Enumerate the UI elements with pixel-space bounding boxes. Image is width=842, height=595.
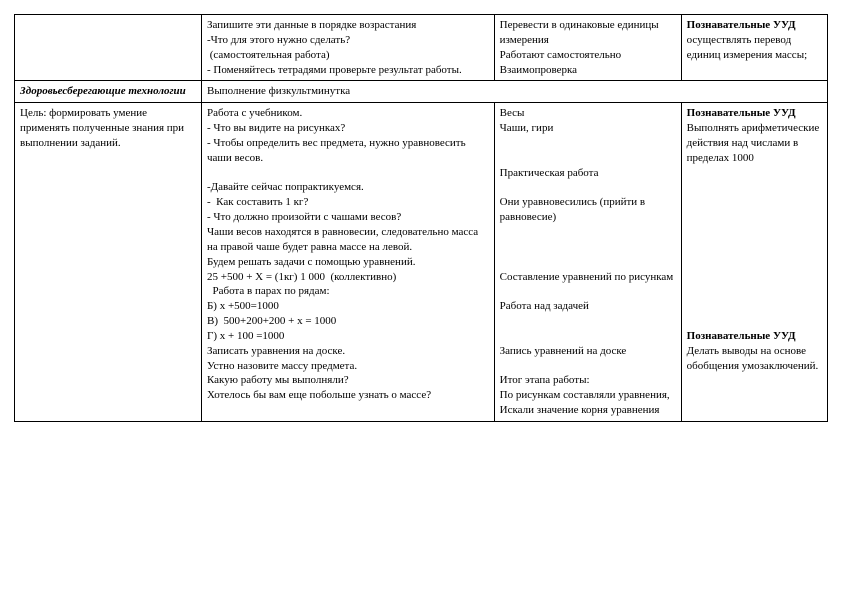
text-line: (самостоятельная работа) — [207, 48, 489, 63]
text-line: Работа в парах по рядам: — [207, 284, 489, 299]
text-line: Хотелось бы вам еще побольше узнать о ма… — [207, 388, 489, 403]
text-line: В) 500+200+200 + х = 1000 — [207, 314, 489, 329]
table-row: Здоровьесберегающие технологии Выполнение… — [15, 81, 828, 103]
table-cell: Цель: формировать умение применять получ… — [15, 103, 202, 422]
text-line — [687, 255, 822, 270]
text-line: Здоровьесберегающие технологии — [20, 84, 196, 99]
text-line — [500, 359, 676, 374]
table-row: Цель: формировать умение применять получ… — [15, 103, 828, 422]
text-line: Работа с учебником. — [207, 106, 489, 121]
text-line: -Что для этого нужно сделать? — [207, 33, 489, 48]
text-line: Взаимопроверка — [500, 63, 676, 78]
text-line: Они уравновесились (прийти в равновесие) — [500, 195, 676, 225]
text-line — [687, 284, 822, 299]
text-line: Делать выводы на основе обобщения умозак… — [687, 344, 822, 374]
text-line: Чаши, гири — [500, 121, 676, 136]
text-line: Цель: формировать умение применять получ… — [20, 106, 196, 151]
text-line: - Что должно произойти с чашами весов? — [207, 210, 489, 225]
table-row: Запишите эти данные в порядке возрастани… — [15, 15, 828, 81]
table-cell: Познавательные УУДВыполнять арифметическ… — [681, 103, 827, 422]
table-cell: Познавательные УУДосуществлять перевод е… — [681, 15, 827, 81]
text-line: Запишите эти данные в порядке возрастани… — [207, 18, 489, 33]
table-cell: Работа с учебником.- Что вы видите на ри… — [201, 103, 494, 422]
text-line: Выполнять арифметические действия над чи… — [687, 121, 822, 166]
text-line: - Что вы видите на рисунках? — [207, 121, 489, 136]
text-line: -Давайте сейчас попрактикуемся. — [207, 180, 489, 195]
text-line: Познавательные УУД — [687, 106, 822, 121]
text-line: осуществлять перевод единиц измерения ма… — [687, 33, 822, 63]
text-line: Познавательные УУД — [687, 329, 822, 344]
text-line: Выполнение физкультминутка — [207, 84, 822, 99]
text-line — [687, 166, 822, 181]
text-line: Запись уравнений на доске — [500, 344, 676, 359]
text-line — [500, 151, 676, 166]
text-line — [500, 136, 676, 151]
text-line — [500, 284, 676, 299]
text-line — [207, 166, 489, 181]
text-line — [687, 270, 822, 285]
text-line — [500, 225, 676, 240]
table-cell — [15, 15, 202, 81]
text-line — [500, 329, 676, 344]
text-line: Работают самостоятельно — [500, 48, 676, 63]
text-line — [687, 195, 822, 210]
table-cell: ВесыЧаши, гири Практическая работа Они у… — [494, 103, 681, 422]
text-line — [500, 180, 676, 195]
text-line — [500, 255, 676, 270]
table-cell: Перевести в одинаковые единицы измерения… — [494, 15, 681, 81]
text-line: Познавательные УУД — [687, 18, 822, 33]
text-line — [687, 210, 822, 225]
text-line: Искали значение корня уравнения — [500, 403, 676, 418]
text-line: Будем решать задачи с помощью уравнений. — [207, 255, 489, 270]
text-line: Б) х +500=1000 — [207, 299, 489, 314]
lesson-plan-table: Запишите эти данные в порядке возрастани… — [14, 14, 828, 422]
text-line: - Как составить 1 кг? — [207, 195, 489, 210]
text-line: Перевести в одинаковые единицы измерения — [500, 18, 676, 48]
text-line: Практическая работа — [500, 166, 676, 181]
text-line — [687, 314, 822, 329]
text-line: Весы — [500, 106, 676, 121]
text-line — [20, 18, 196, 33]
text-line: По рисункам составляли уравнения, — [500, 388, 676, 403]
text-line: 25 +500 + Х = (1кг) 1 000 (коллективно) — [207, 270, 489, 285]
text-line: Итог этапа работы: — [500, 373, 676, 388]
text-line: Составление уравнений по рисункам — [500, 270, 676, 285]
text-line: Какую работу мы выполняли? — [207, 373, 489, 388]
table-cell: Выполнение физкультминутка — [201, 81, 827, 103]
text-line: Устно назовите массу предмета. — [207, 359, 489, 374]
text-line: Записать уравнения на доске. — [207, 344, 489, 359]
text-line: Работа над задачей — [500, 299, 676, 314]
text-line: Г) х + 100 =1000 — [207, 329, 489, 344]
text-line — [687, 240, 822, 255]
text-line: - Чтобы определить вес предмета, нужно у… — [207, 136, 489, 166]
table-cell: Запишите эти данные в порядке возрастани… — [201, 15, 494, 81]
text-line — [687, 225, 822, 240]
text-line — [687, 180, 822, 195]
text-line: - Поменяйтесь тетрадями проверьте резуль… — [207, 63, 489, 78]
table-cell: Здоровьесберегающие технологии — [15, 81, 202, 103]
text-line — [500, 240, 676, 255]
text-line: Чаши весов находятся в равновесии, следо… — [207, 225, 489, 255]
text-line — [687, 299, 822, 314]
text-line — [500, 314, 676, 329]
